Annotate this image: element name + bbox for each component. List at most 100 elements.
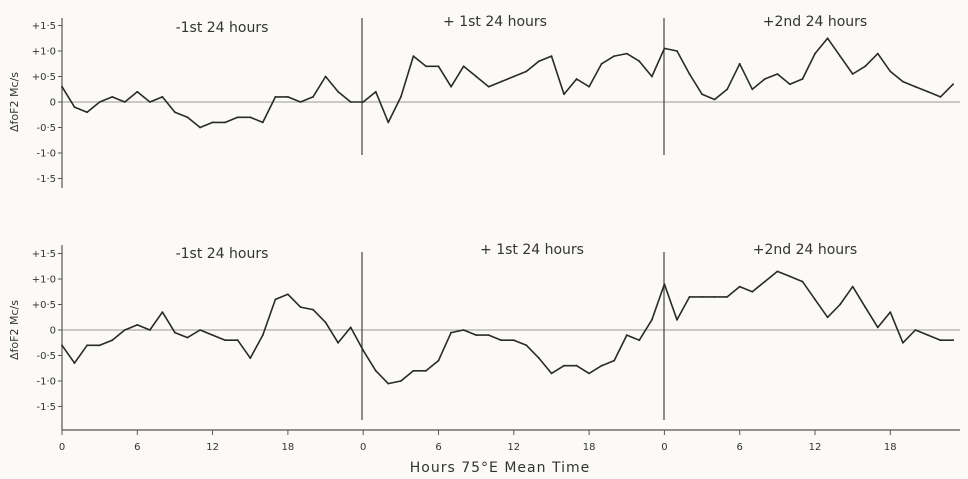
top-period-label-1: -1st 24 hours — [176, 20, 269, 36]
bottom-y-tick-label: +1·0 — [32, 275, 56, 286]
bottom-data-point — [713, 296, 716, 298]
top-data-point — [651, 75, 653, 78]
bottom-data-point — [876, 326, 879, 329]
top-data-point — [136, 90, 139, 93]
top-data-point — [161, 96, 164, 98]
bottom-data-point — [651, 318, 653, 321]
bottom-data-point — [437, 359, 440, 362]
bottom-data-point — [261, 334, 264, 336]
bottom-data-point — [374, 369, 377, 372]
top-data-point — [814, 52, 816, 55]
top-data-point — [274, 96, 277, 98]
bottom-y-tick-label: 0 — [50, 326, 56, 337]
bottom-data-point — [538, 357, 540, 359]
bottom-data-point — [726, 296, 729, 298]
bottom-data-point — [86, 344, 88, 347]
x-tick-label: 6 — [737, 442, 743, 453]
top-y-tick-label: -1·0 — [36, 149, 56, 160]
top-y-tick-label: +1·0 — [32, 47, 56, 58]
top-data-point — [199, 126, 202, 129]
bottom-data-point — [362, 349, 365, 352]
bottom-y-tick-label: -0·5 — [36, 351, 56, 362]
x-tick-label: 18 — [282, 442, 295, 453]
bottom-series-points — [61, 270, 954, 385]
top-data-point — [86, 111, 88, 114]
top-data-point — [789, 83, 791, 86]
bottom-data-point — [588, 372, 590, 375]
top-data-point — [525, 70, 528, 73]
top-data-point — [123, 101, 126, 103]
bottom-data-point — [387, 382, 390, 385]
bottom-data-point — [676, 318, 678, 321]
top-data-point — [538, 60, 540, 63]
bottom-data-point — [701, 296, 703, 298]
bottom-data-point — [914, 329, 917, 331]
bottom-data-point — [789, 275, 791, 278]
top-data-point — [73, 106, 76, 108]
top-data-point — [864, 65, 867, 68]
bottom-data-point — [902, 341, 904, 344]
bottom-data-point — [324, 321, 327, 324]
bottom-data-point — [738, 285, 741, 288]
top-data-point — [726, 88, 729, 91]
top-data-point — [776, 73, 779, 75]
bottom-data-point — [814, 298, 816, 301]
bottom-data-point — [889, 311, 892, 313]
top-data-point — [362, 101, 365, 103]
top-data-point — [337, 90, 339, 93]
top-data-point — [299, 101, 302, 103]
top-data-point — [450, 85, 452, 88]
top-data-point — [324, 75, 327, 78]
top-data-point — [287, 96, 289, 98]
top-data-point — [738, 62, 741, 65]
top-data-point — [876, 52, 879, 55]
top-data-point — [839, 55, 841, 57]
top-period-label-2: + 1st 24 hours — [443, 14, 547, 30]
bottom-data-point — [249, 357, 252, 359]
bottom-data-point — [98, 344, 101, 347]
top-data-point — [889, 70, 892, 73]
top-data-point — [663, 47, 666, 50]
top-data-point — [475, 75, 478, 78]
top-data-point — [801, 78, 804, 80]
bottom-data-point — [638, 339, 641, 342]
x-tick-label: 6 — [435, 442, 441, 453]
bottom-data-point — [839, 303, 841, 306]
bottom-data-point — [274, 298, 277, 301]
bottom-data-point — [688, 296, 691, 298]
bottom-data-point — [224, 339, 227, 342]
bottom-y-tick-label: -1·5 — [36, 402, 56, 413]
bottom-data-point — [174, 331, 176, 334]
top-data-point — [563, 93, 565, 96]
bottom-data-point — [512, 339, 515, 342]
top-data-point — [512, 75, 515, 78]
x-tick-label: 12 — [206, 442, 219, 453]
bottom-data-point — [61, 344, 63, 347]
x-ticks: 0 6 12 18 0 6 12 18 0 6 12 18 — [59, 430, 897, 453]
bottom-data-point — [149, 329, 151, 331]
bottom-data-point — [186, 336, 189, 339]
bottom-data-point — [425, 369, 427, 372]
bottom-data-point — [287, 293, 289, 296]
bottom-data-point — [563, 364, 565, 367]
top-period-label-3: +2nd 24 hours — [763, 14, 867, 30]
bottom-data-point — [763, 280, 766, 283]
bottom-data-point — [199, 329, 202, 331]
top-data-point — [249, 116, 252, 119]
bottom-data-point — [111, 339, 114, 342]
bottom-data-point — [927, 334, 929, 336]
bottom-data-point — [776, 270, 779, 273]
bottom-data-point — [575, 364, 578, 367]
bottom-period-label-2: + 1st 24 hours — [480, 242, 584, 258]
top-data-point — [688, 73, 691, 75]
bottom-data-point — [487, 334, 490, 336]
top-data-point — [588, 85, 590, 88]
x-tick-label: 6 — [134, 442, 140, 453]
bottom-data-point — [400, 380, 402, 382]
top-data-point — [61, 85, 63, 88]
top-y-tick-label: -0·5 — [36, 123, 56, 134]
x-tick-label: 0 — [661, 442, 667, 453]
x-tick-label: 12 — [507, 442, 520, 453]
bottom-data-point — [751, 290, 754, 293]
top-data-point — [763, 78, 766, 80]
